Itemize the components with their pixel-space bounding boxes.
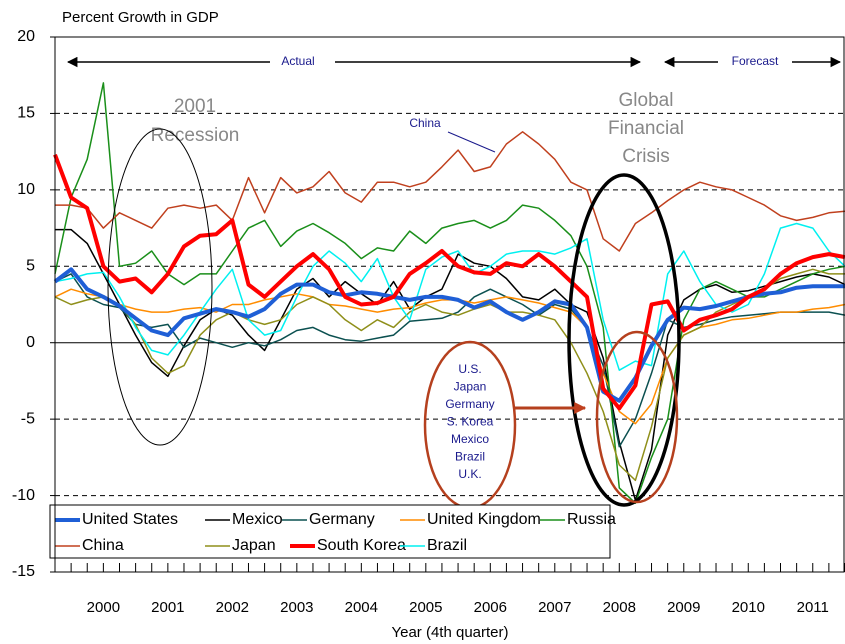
x-tick-label: 2007: [538, 599, 571, 616]
annotation: Crisis: [622, 146, 670, 167]
x-tick-label: 2002: [216, 599, 249, 616]
x-tick-label: 2009: [667, 599, 700, 616]
annotation: Mexico: [451, 432, 489, 446]
crisis-ellipse: [567, 173, 681, 507]
annotation: U.S.: [458, 362, 481, 376]
plot-frame: [54, 36, 845, 573]
legend-box: [49, 504, 611, 559]
callout: U.S. Japan Germany S. Korea Mexico Brazil U.K.: [445, 362, 494, 481]
legend-label: Brazil: [427, 537, 467, 554]
lines: [53, 82, 845, 504]
legend-label: China: [82, 537, 124, 554]
legend-label: Mexico: [232, 511, 283, 528]
china-pointer: [447, 131, 496, 153]
y-tick-label: 0: [26, 334, 35, 351]
series-line: [54, 222, 845, 371]
annotation: Financial: [608, 118, 684, 139]
series-line: [55, 131, 845, 252]
x-tick-label: 2004: [345, 599, 378, 616]
crisis-ellipse: [595, 330, 679, 504]
x-tick-label: 2006: [474, 599, 507, 616]
x-tick-label: 2001: [151, 599, 184, 616]
annotation: Brazil: [455, 450, 485, 464]
x-axis-title: Year (4th quarter): [391, 624, 508, 641]
annotation: S. Korea: [447, 415, 494, 429]
legend-label: United States: [82, 511, 178, 528]
x-tick-label: 2000: [87, 599, 120, 616]
legend-label: United Kingdom: [427, 511, 541, 528]
recession-ellipse: [107, 128, 213, 446]
series-line: [53, 267, 845, 403]
legend-label: Japan: [232, 537, 276, 554]
annotation: Global: [619, 90, 674, 111]
y-tick-label: -5: [21, 410, 35, 427]
x-tick-label: 2005: [409, 599, 442, 616]
legend-label: Russia: [567, 511, 616, 528]
series-line: [53, 153, 845, 411]
axes: -15 -10 -5 0 5 10 15 20 2000 2001 2002 2003 2004 2005…: [12, 28, 845, 616]
series-line: [54, 82, 845, 504]
series-line: [55, 228, 845, 501]
x-tick-label: 2003: [280, 599, 313, 616]
annotation: Forecast: [732, 54, 779, 68]
y-axis-title: Percent Growth in GDP: [62, 9, 219, 26]
x-tick-label: 2011: [797, 599, 829, 616]
y-tick-label: 10: [17, 181, 35, 198]
y-tick-label: -15: [12, 563, 35, 580]
x-tick-label: 2008: [603, 599, 636, 616]
x-tick-label: 2010: [732, 599, 765, 616]
annotation: U.K.: [458, 467, 481, 481]
annotation: 2001: [174, 96, 216, 117]
legend-label: South Korea: [317, 537, 406, 554]
y-tick-label: -10: [12, 487, 35, 504]
annotation: Japan: [454, 380, 487, 394]
legend: United States Mexico Germany United Kingdom…: [55, 511, 616, 554]
series-line: [54, 273, 845, 448]
annotation: Recession: [151, 125, 240, 146]
y-tick-label: 15: [17, 105, 35, 122]
y-tick-label: 20: [17, 28, 35, 45]
legend-label: Germany: [309, 511, 375, 528]
annotation: Germany: [445, 397, 494, 411]
annotation: China: [409, 116, 441, 130]
y-tick-label: 5: [26, 258, 35, 275]
annotation: Actual: [281, 54, 314, 68]
